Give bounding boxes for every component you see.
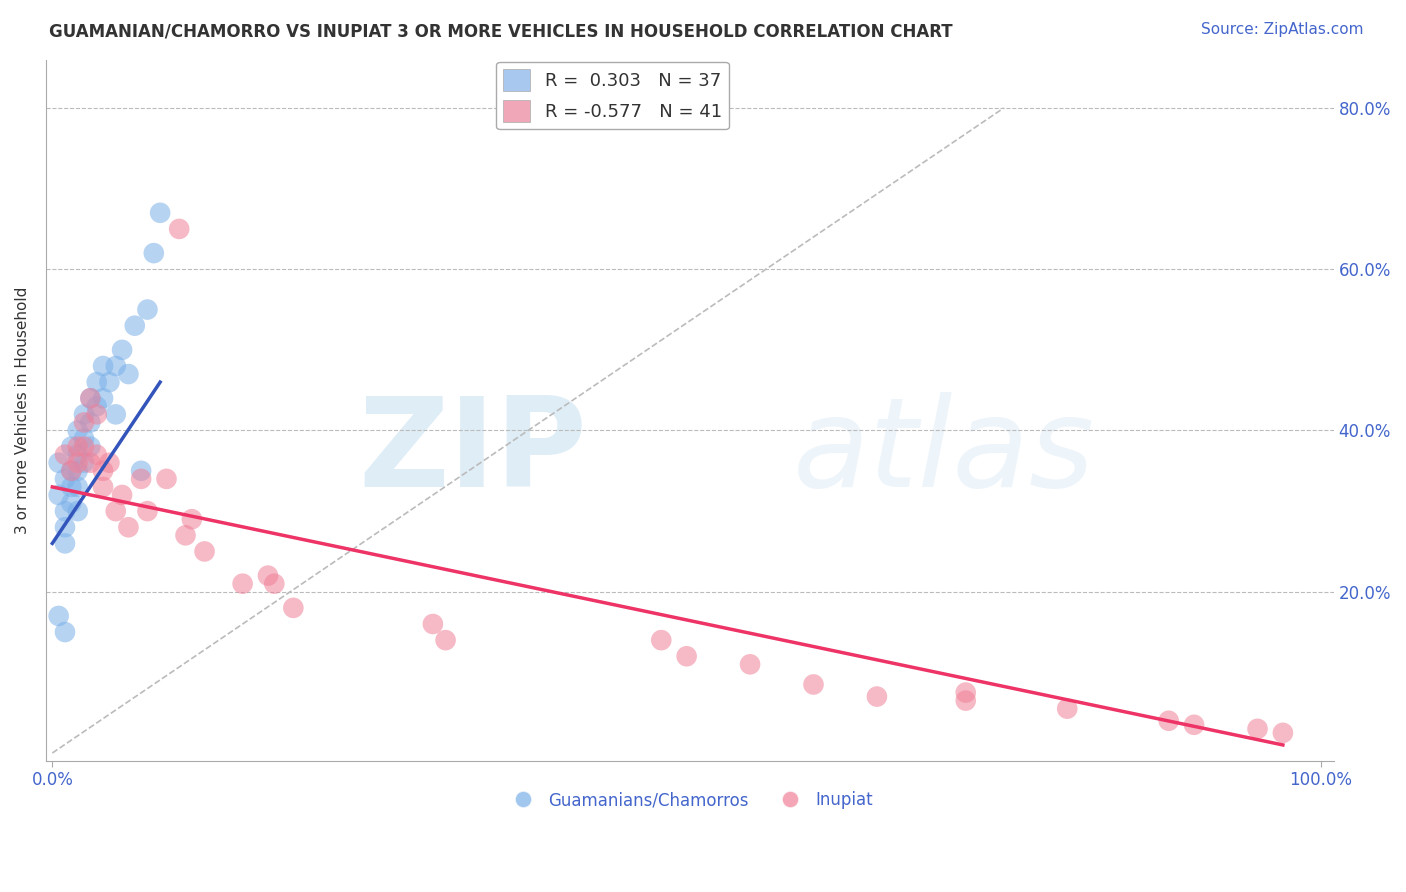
Point: [48, 488, 70, 502]
Point: [675, 649, 697, 664]
Point: [422, 617, 444, 632]
Text: ZIP: ZIP: [359, 392, 586, 513]
Point: [111, 488, 134, 502]
Point: [53, 448, 76, 462]
Point: [79, 391, 101, 405]
Text: GUAMANIAN/CHAMORRO VS INUPIAT 3 OR MORE VEHICLES IN HOUSEHOLD CORRELATION CHART: GUAMANIAN/CHAMORRO VS INUPIAT 3 OR MORE …: [49, 22, 953, 40]
Point: [257, 568, 280, 582]
Point: [91, 464, 114, 478]
Point: [53, 472, 76, 486]
Point: [129, 472, 152, 486]
Point: [66, 448, 89, 462]
Point: [193, 544, 215, 558]
Point: [66, 440, 89, 454]
Point: [73, 432, 96, 446]
Point: [866, 690, 889, 704]
Point: [60, 464, 83, 478]
Point: [53, 504, 76, 518]
Point: [66, 424, 89, 438]
Point: [53, 625, 76, 640]
Point: [86, 400, 108, 414]
Point: [232, 576, 254, 591]
Point: [434, 633, 457, 648]
Point: [104, 408, 127, 422]
Point: [104, 504, 127, 518]
Point: [136, 504, 159, 518]
Point: [86, 408, 108, 422]
Point: [955, 685, 977, 699]
Point: [73, 440, 96, 454]
Point: [48, 609, 70, 624]
Point: [155, 472, 177, 486]
Y-axis label: 3 or more Vehicles in Household: 3 or more Vehicles in Household: [15, 286, 30, 534]
Point: [136, 302, 159, 317]
Legend: Guamanians/Chamorros, Inupiat: Guamanians/Chamorros, Inupiat: [501, 785, 880, 816]
Point: [66, 464, 89, 478]
Point: [66, 480, 89, 494]
Point: [142, 246, 165, 260]
Point: [86, 375, 108, 389]
Point: [53, 536, 76, 550]
Point: [283, 600, 305, 615]
Point: [117, 367, 139, 381]
Point: [98, 375, 121, 389]
Point: [66, 456, 89, 470]
Point: [91, 391, 114, 405]
Point: [98, 456, 121, 470]
Point: [174, 528, 197, 542]
Point: [1246, 722, 1268, 736]
Point: [79, 391, 101, 405]
Point: [91, 480, 114, 494]
Point: [1182, 718, 1205, 732]
Point: [129, 464, 152, 478]
Point: [111, 343, 134, 357]
Point: [86, 448, 108, 462]
Point: [738, 657, 761, 672]
Point: [124, 318, 146, 333]
Point: [79, 456, 101, 470]
Point: [263, 576, 285, 591]
Point: [149, 206, 172, 220]
Point: [79, 416, 101, 430]
Point: [79, 440, 101, 454]
Point: [104, 359, 127, 373]
Text: atlas: atlas: [793, 392, 1095, 513]
Point: [167, 222, 190, 236]
Point: [60, 440, 83, 454]
Point: [53, 520, 76, 534]
Point: [180, 512, 202, 526]
Point: [117, 520, 139, 534]
Text: Source: ZipAtlas.com: Source: ZipAtlas.com: [1201, 22, 1364, 37]
Point: [91, 359, 114, 373]
Point: [73, 456, 96, 470]
Point: [650, 633, 672, 648]
Point: [73, 408, 96, 422]
Point: [1271, 726, 1294, 740]
Point: [73, 416, 96, 430]
Point: [66, 504, 89, 518]
Point: [48, 456, 70, 470]
Point: [60, 464, 83, 478]
Point: [60, 496, 83, 510]
Point: [803, 677, 825, 691]
Point: [1056, 701, 1078, 715]
Point: [60, 480, 83, 494]
Point: [1157, 714, 1180, 728]
Point: [955, 693, 977, 707]
